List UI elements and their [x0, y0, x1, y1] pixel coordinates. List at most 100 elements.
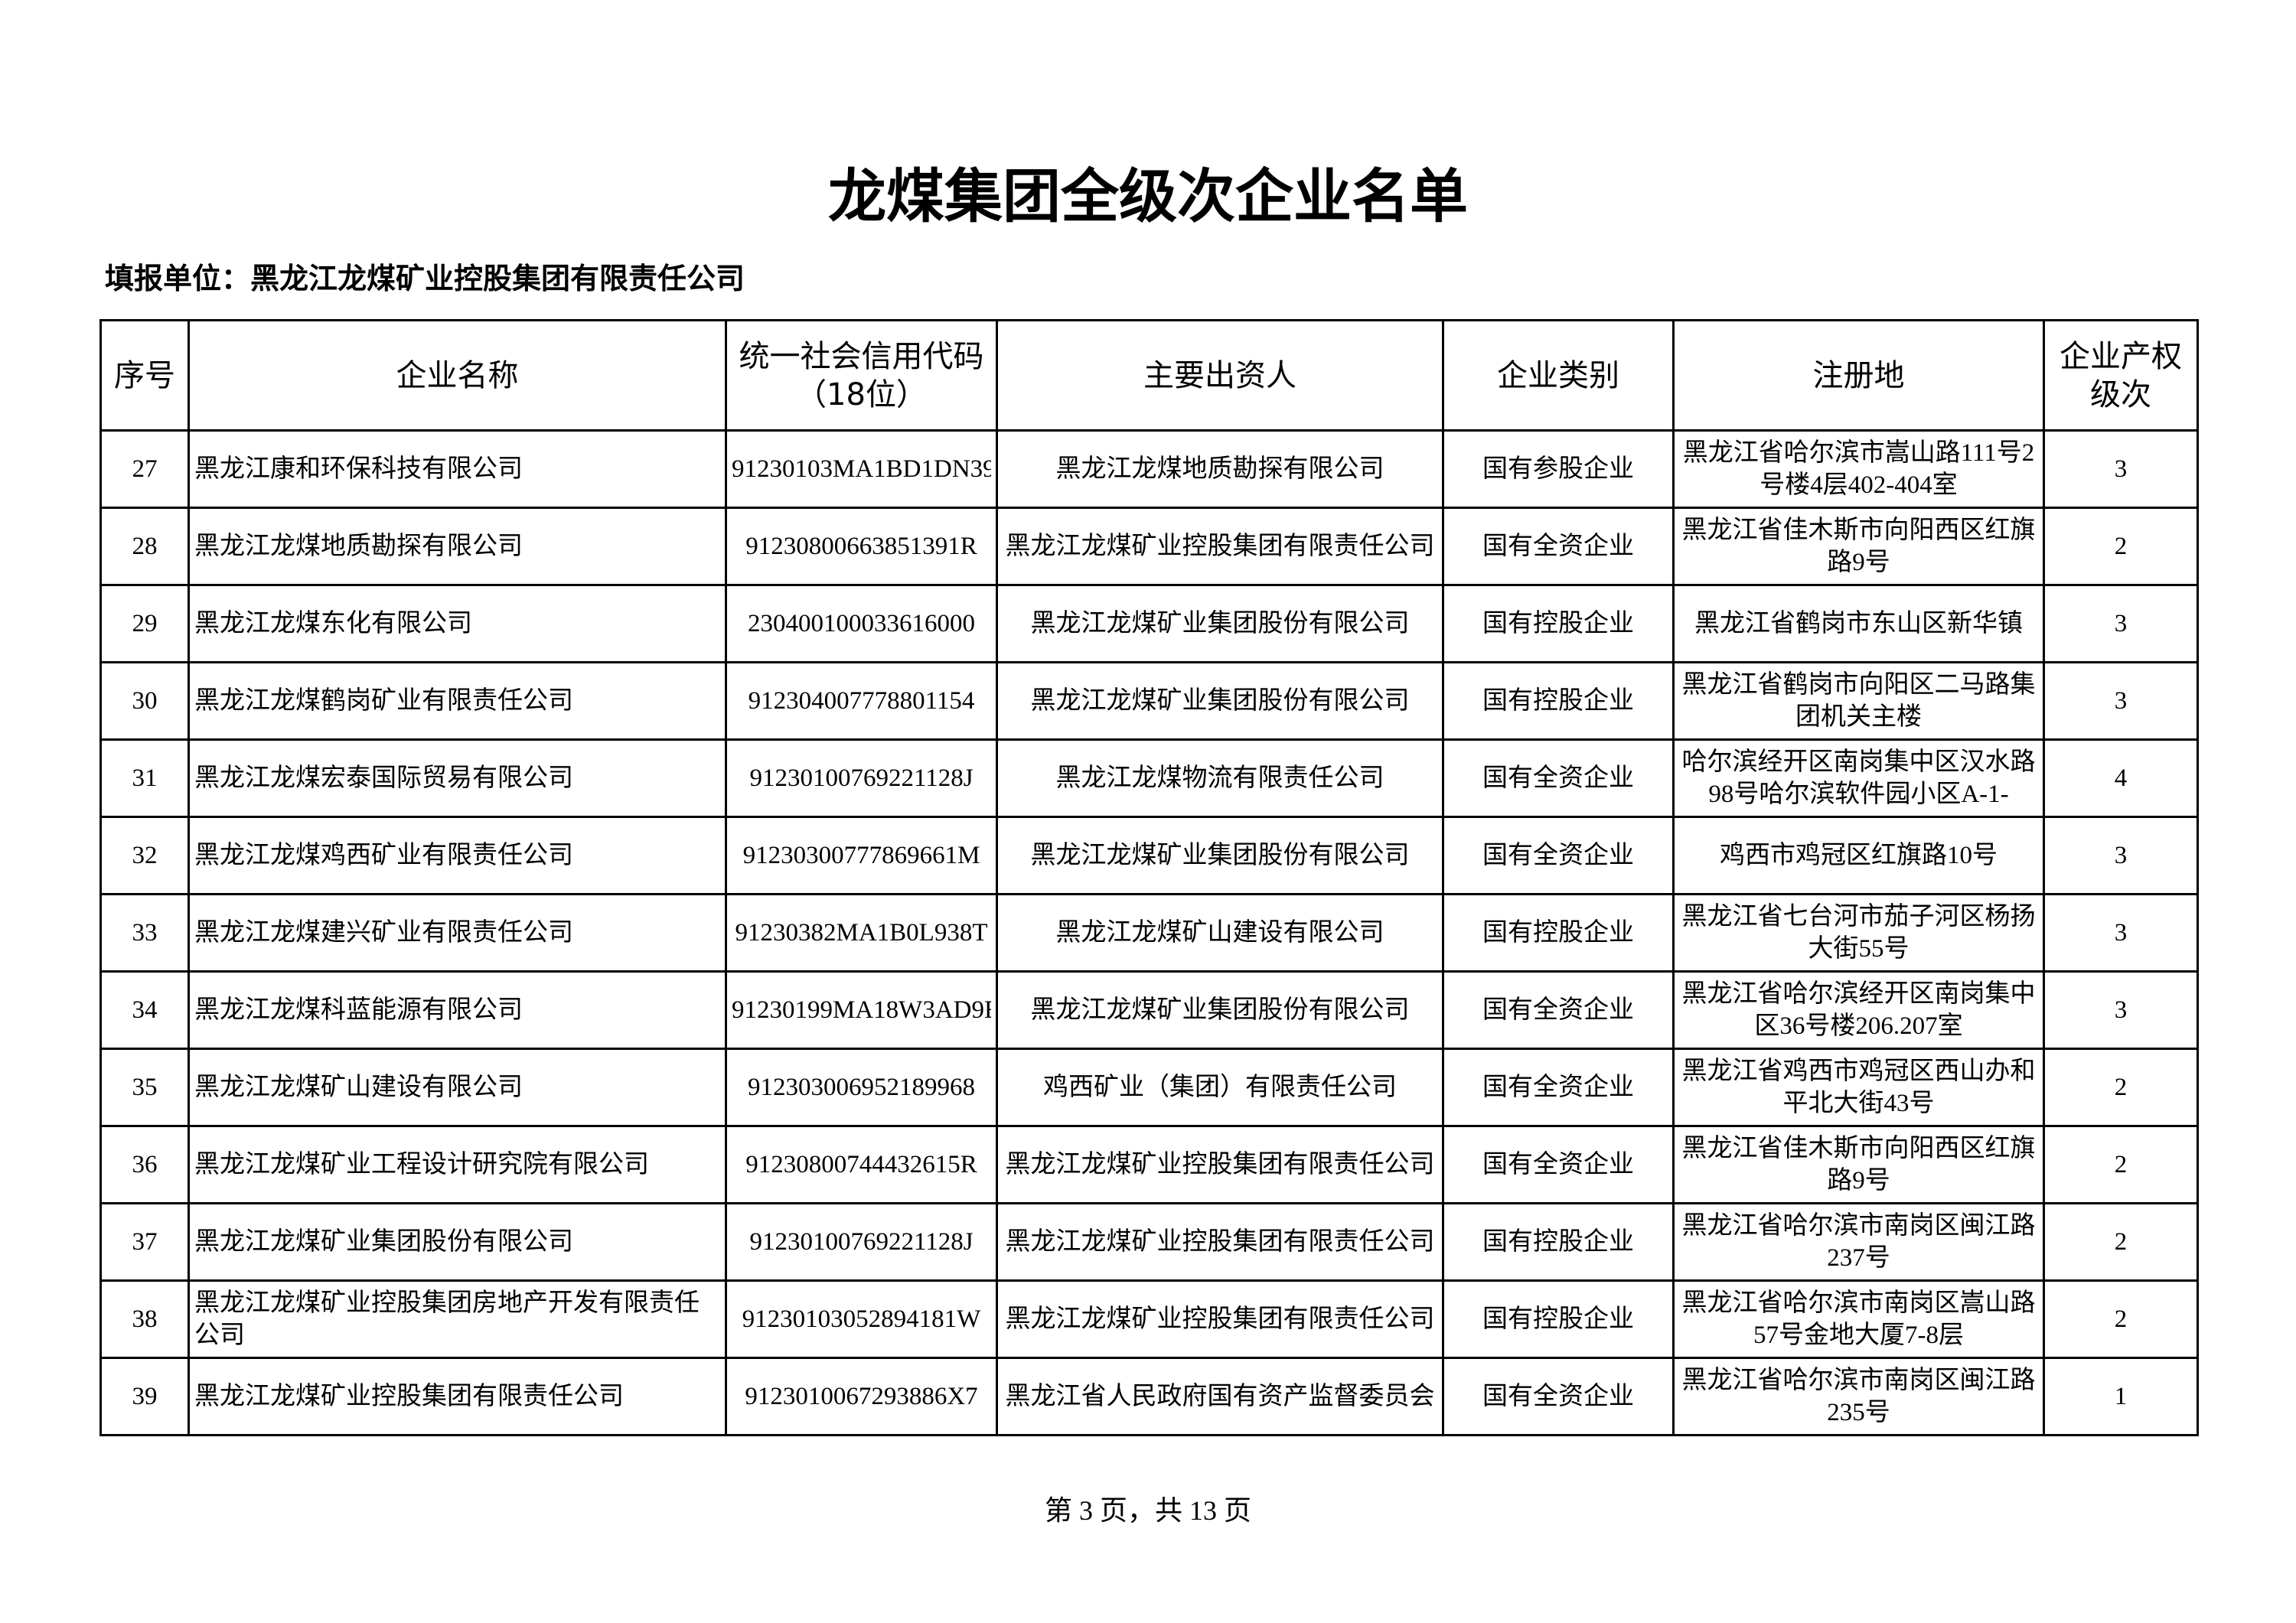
table-cell: 黑龙江龙煤矿业集团股份有限公司: [188, 1202, 727, 1282]
table-cell: 黑龙江省哈尔滨经开区南岗集中区36号楼206.207室: [1672, 970, 2045, 1050]
table-cell: 91230103052894181W: [725, 1279, 998, 1359]
cell-text: 黑龙江龙煤矿业工程设计研究院有限公司: [194, 1151, 649, 1178]
cell-text: 3: [2114, 996, 2128, 1024]
table-cell: 3: [2043, 429, 2199, 509]
table-row: 29 黑龙江龙煤东化有限公司 230400100033616000 黑龙江龙煤矿业集团…: [99, 584, 2199, 663]
table-cell: 91230103MA1BD1DN39: [725, 429, 998, 509]
column-header: 序号: [99, 319, 190, 432]
table-cell: 哈尔滨经开区南岗集中区汉水路98号哈尔滨软件园小区A-1-: [1672, 738, 2045, 818]
table-cell: 黑龙江省佳木斯市向阳西区红旗路9号: [1672, 1125, 2045, 1204]
cell-text: 黑龙江康和环保科技有限公司: [194, 455, 523, 483]
cell-text: 黑龙江龙煤矿业控股集团有限责任公司: [1005, 1151, 1435, 1178]
table-cell: 3: [2043, 584, 2199, 663]
header-row: 序号 企业名称 统一社会信用代码（18位） 主要出资人 企业类别 注册地 企业产权级次: [99, 319, 2199, 432]
cell-text: 国有全资企业: [1482, 842, 1634, 869]
cell-text: 黑龙江龙煤矿业控股集团有限责任公司: [1005, 1228, 1435, 1256]
table-row: 34 黑龙江龙煤科蓝能源有限公司 91230199MA18W3AD9E 黑龙江龙煤矿业…: [99, 970, 2199, 1050]
table-cell: 黑龙江龙煤科蓝能源有限公司: [188, 970, 727, 1050]
table-cell: 28: [99, 507, 190, 586]
table-cell: 35: [99, 1048, 190, 1127]
cell-text: 2: [2114, 1305, 2128, 1333]
table-cell: 37: [99, 1202, 190, 1282]
table-cell: 鸡西矿业（集团）有限责任公司: [996, 1048, 1444, 1127]
cell-text: 31: [132, 764, 158, 792]
table-cell: 230400100033616000: [725, 584, 998, 663]
table-cell: 黑龙江龙煤矿业控股集团房地产开发有限责任公司: [188, 1279, 727, 1359]
table-cell: 27: [99, 429, 190, 509]
cell-text: 91230382MA1B0L938T: [735, 919, 988, 947]
cell-text: 91230100769221128J: [749, 764, 974, 792]
cell-text: 黑龙江龙煤矿业控股集团有限责任公司: [194, 1383, 624, 1410]
cell-text: 91230199MA18W3AD9E: [732, 996, 991, 1024]
column-header: 企业类别: [1442, 319, 1675, 432]
table-cell: 国有全资企业: [1442, 738, 1675, 818]
cell-text: 黑龙江省哈尔滨市嵩山路111号2号楼4层402-404室: [1682, 439, 2035, 499]
cell-text: 黑龙江龙煤矿山建设有限公司: [1055, 919, 1384, 947]
table-cell: 黑龙江龙煤地质勘探有限公司: [996, 429, 1444, 509]
table-cell: 黑龙江省鹤岗市东山区新华镇: [1672, 584, 2045, 663]
table-cell: 黑龙江省哈尔滨市嵩山路111号2号楼4层402-404室: [1672, 429, 2045, 509]
table-cell: 黑龙江龙煤矿业工程设计研究院有限公司: [188, 1125, 727, 1204]
table-cell: 黑龙江龙煤矿业控股集团有限责任公司: [996, 1125, 1444, 1204]
cell-text: 黑龙江省哈尔滨市南岗区嵩山路57号金地大厦7-8层: [1681, 1289, 2036, 1349]
cell-text: 国有控股企业: [1482, 1228, 1634, 1256]
table-cell: 32: [99, 816, 190, 895]
table-cell: 黑龙江龙煤物流有限责任公司: [996, 738, 1444, 818]
cell-text: 912304007778801154: [748, 687, 975, 715]
column-header: 企业产权级次: [2043, 319, 2199, 432]
table-row: 33 黑龙江龙煤建兴矿业有限责任公司 91230382MA1B0L938T 黑龙江龙煤…: [99, 893, 2199, 973]
table-row: 39 黑龙江龙煤矿业控股集团有限责任公司 9123010067293886X7 黑龙江…: [99, 1357, 2199, 1436]
table-cell: 黑龙江省哈尔滨市南岗区嵩山路57号金地大厦7-8层: [1672, 1279, 2045, 1359]
cell-text: 33: [132, 919, 158, 947]
cell-text: 2: [2114, 533, 2128, 560]
cell-text: 国有全资企业: [1482, 764, 1634, 792]
column-header: 注册地: [1672, 319, 2045, 432]
cell-text: 黑龙江省鸡西市鸡冠区西山办和平北大街43号: [1681, 1058, 2036, 1117]
table-cell: 黑龙江龙煤宏泰国际贸易有限公司: [188, 738, 727, 818]
table-cell: 国有全资企业: [1442, 970, 1675, 1050]
table-cell: 国有全资企业: [1442, 1357, 1675, 1436]
table-cell: 39: [99, 1357, 190, 1436]
table-cell: 2: [2043, 1125, 2199, 1204]
table-cell: 国有参股企业: [1442, 429, 1675, 509]
table-cell: 2: [2043, 1202, 2199, 1282]
cell-text: 黑龙江龙煤地质勘探有限公司: [1055, 455, 1384, 483]
table-row: 36 黑龙江龙煤矿业工程设计研究院有限公司 91230800744432615R 黑龙…: [99, 1125, 2199, 1204]
table-row: 32 黑龙江龙煤鸡西矿业有限责任公司 91230300777869661M 黑龙江龙煤…: [99, 816, 2199, 895]
cell-text: 国有全资企业: [1482, 1151, 1634, 1178]
table-cell: 黑龙江龙煤矿业控股集团有限责任公司: [996, 1279, 1444, 1359]
cell-text: 38: [132, 1305, 158, 1333]
cell-text: 27: [132, 455, 158, 483]
table-cell: 3: [2043, 816, 2199, 895]
cell-text: 黑龙江龙煤矿山建设有限公司: [194, 1074, 523, 1101]
cell-text: 230400100033616000: [748, 610, 975, 637]
cell-text: 黑龙江省七台河市茄子河区杨扬大街55号: [1681, 903, 2036, 963]
cell-text: 黑龙江龙煤科蓝能源有限公司: [194, 996, 523, 1024]
table-cell: 国有控股企业: [1442, 584, 1675, 663]
table-cell: 黑龙江龙煤鹤岗矿业有限责任公司: [188, 661, 727, 741]
table-cell: 国有控股企业: [1442, 893, 1675, 973]
table-cell: 36: [99, 1125, 190, 1204]
cell-text: 黑龙江省哈尔滨经开区南岗集中区36号楼206.207室: [1681, 980, 2036, 1040]
title: 龙煤集团全级次企业名单: [828, 162, 1468, 230]
table-row: 37 黑龙江龙煤矿业集团股份有限公司 91230100769221128J 黑龙江龙煤…: [99, 1202, 2199, 1282]
cell-text: 黑龙江龙煤鹤岗矿业有限责任公司: [194, 687, 573, 715]
cell-text: 黑龙江龙煤矿业集团股份有限公司: [1030, 610, 1410, 637]
table-cell: 91230100769221128J: [725, 738, 998, 818]
cell-text: 2: [2114, 1074, 2128, 1101]
table-cell: 黑龙江龙煤矿业集团股份有限公司: [996, 661, 1444, 741]
table-cell: 3: [2043, 970, 2199, 1050]
cell-text: 黑龙江省哈尔滨市南岗区闽江路237号: [1681, 1212, 2036, 1272]
cell-text: 国有全资企业: [1482, 1074, 1634, 1101]
table-cell: 38: [99, 1279, 190, 1359]
cell-text: 黑龙江省人民政府国有资产监督委员会: [1005, 1383, 1435, 1410]
table-cell: 2: [2043, 507, 2199, 586]
cell-text: 黑龙江龙煤东化有限公司: [194, 610, 472, 637]
cell-text: 黑龙江龙煤物流有限责任公司: [1055, 764, 1384, 792]
cell-text: 黑龙江龙煤矿业控股集团房地产开发有限责任公司: [194, 1289, 700, 1349]
cell-text: 2: [2114, 1228, 2128, 1256]
cell-text: 4: [2114, 764, 2128, 792]
table: 序号 企业名称 统一社会信用代码（18位） 主要出资人 企业类别 注册地 企业产权级次 27…: [99, 319, 2199, 1436]
cell-text: 黑龙江龙煤宏泰国际贸易有限公司: [194, 764, 573, 792]
